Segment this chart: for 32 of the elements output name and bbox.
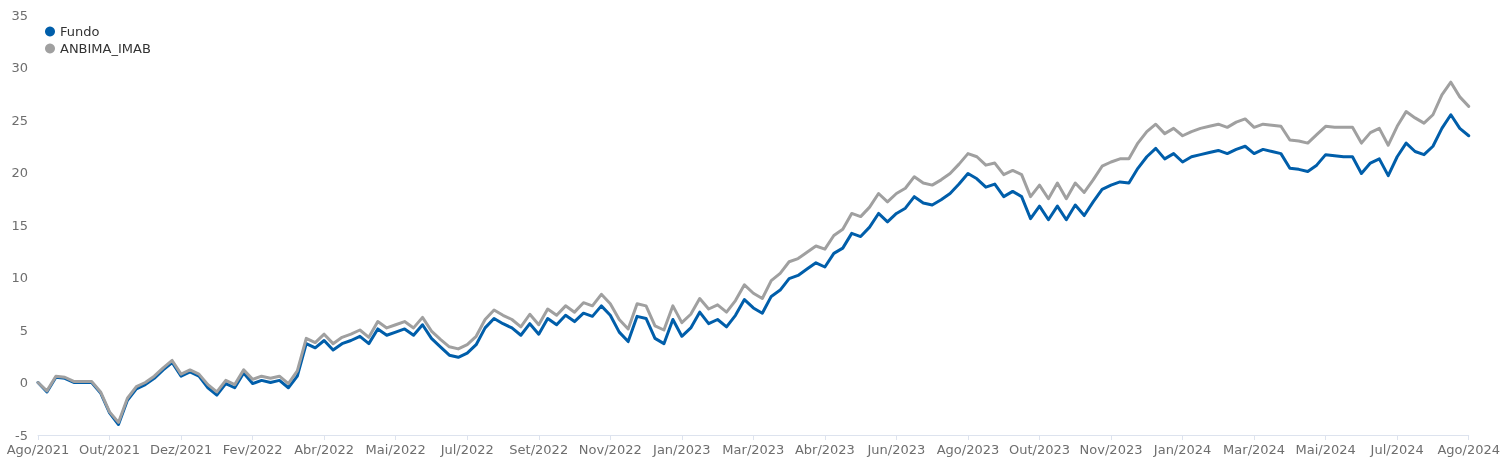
y-tick-label: 10	[11, 270, 28, 285]
x-tick-label: Abr/2022	[294, 442, 355, 457]
y-tick-label: 25	[11, 112, 28, 128]
legend-label: ANBIMA_IMAB	[60, 41, 151, 56]
legend-label: Fundo	[60, 24, 100, 39]
x-tick-label: Ago/2023	[936, 442, 1000, 457]
x-tick-label: Ago/2024	[1437, 442, 1500, 457]
x-tick-label: Out/2023	[1008, 442, 1071, 457]
x-tick-label: Set/2022	[509, 442, 569, 457]
x-tick-label: Ago/2021	[6, 442, 70, 457]
x-tick-label: Abr/2023	[794, 442, 855, 457]
x-tick-label: Nov/2022	[578, 442, 642, 457]
y-tick-label: 30	[11, 60, 28, 75]
x-tick-label: Fev/2022	[222, 442, 283, 457]
x-tick-label: Out/2021	[79, 442, 141, 457]
x-tick-label: Mai/2022	[365, 442, 426, 457]
x-tick-label: Nov/2023	[1079, 442, 1143, 457]
x-tick-label: Jul/2024	[1369, 442, 1424, 457]
y-tick-label: 20	[11, 165, 28, 180]
x-tick-label: Mar/2024	[1223, 442, 1286, 457]
x-tick-label: Dez/2021	[149, 442, 213, 457]
y-tick-label: 15	[11, 217, 28, 233]
x-tick-label: Jul/2022	[439, 442, 494, 457]
y-tick-label: 0	[19, 375, 28, 390]
x-tick-label: Jan/2024	[1152, 442, 1212, 457]
y-tick-label: 5	[19, 322, 28, 338]
x-tick-label: Jun/2023	[866, 442, 926, 457]
y-tick-label: 35	[11, 7, 28, 23]
x-tick-label: Jan/2023	[652, 442, 711, 457]
y-tick-label: -5	[15, 427, 28, 443]
x-tick-label: Mai/2024	[1295, 442, 1356, 457]
x-tick-label: Mar/2023	[722, 442, 785, 457]
